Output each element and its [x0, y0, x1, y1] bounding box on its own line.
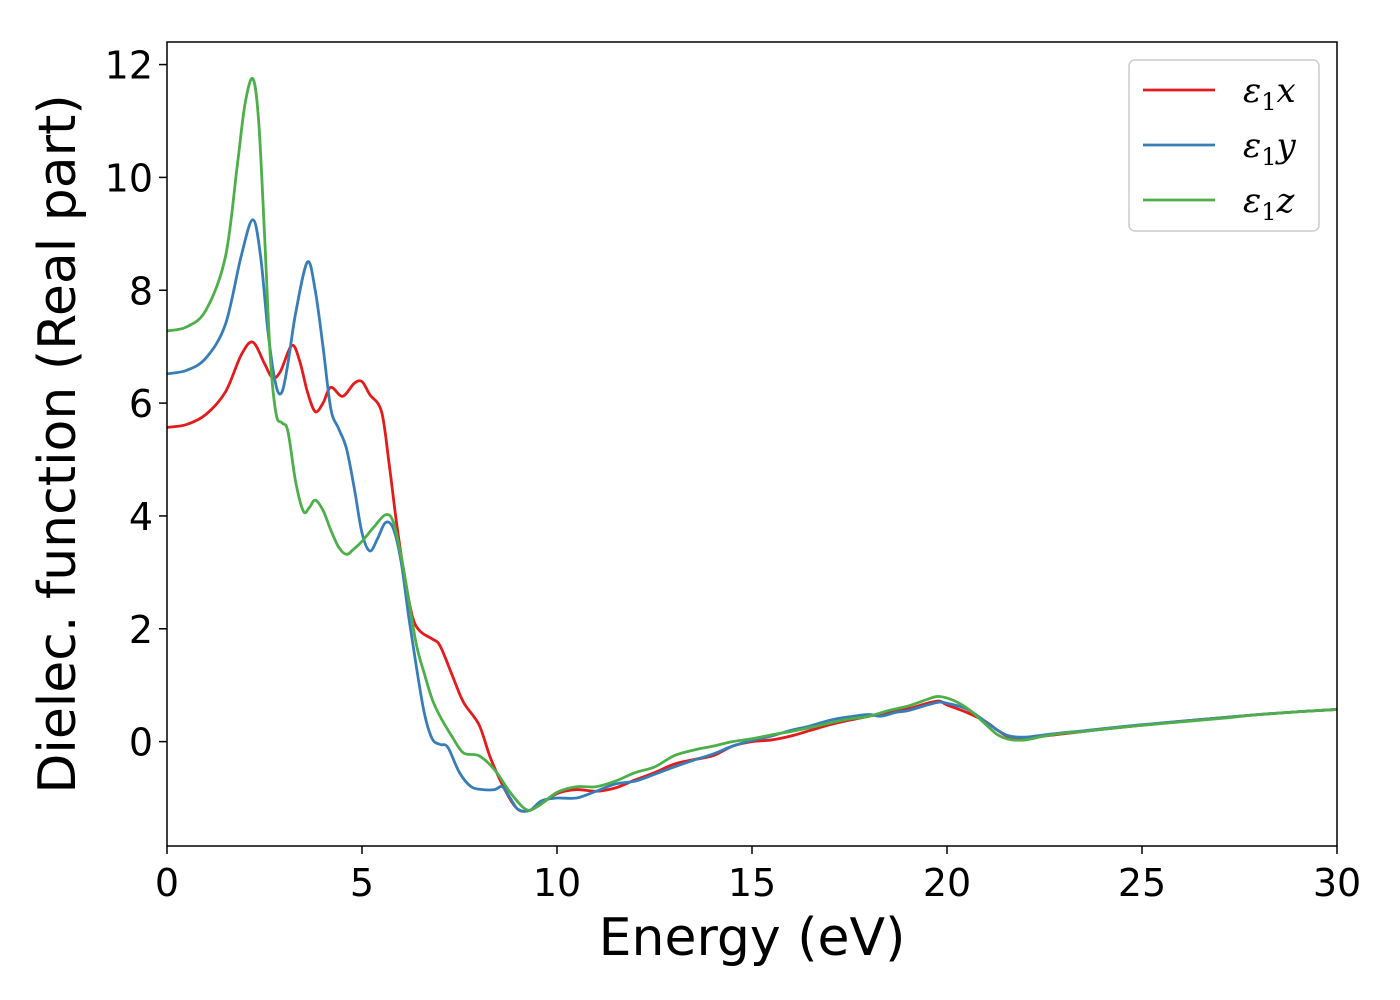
y-tick-label: 2	[129, 608, 153, 652]
y-tick-label: 6	[129, 382, 153, 426]
legend-label-z: ε1z	[1243, 181, 1296, 226]
y-tick-label: 10	[105, 156, 153, 200]
x-tick-label: 0	[155, 861, 179, 905]
plot-lines	[167, 76, 1337, 813]
y-tick-label: 8	[129, 269, 153, 313]
y-axis-title: Dielec. function (Real part)	[28, 94, 88, 793]
x-tick-label: 30	[1313, 861, 1361, 905]
y-tick-label: 4	[129, 495, 153, 539]
y-tick-label: 0	[129, 721, 153, 765]
x-tick-label: 10	[533, 861, 581, 905]
legend-label-y: ε1y	[1243, 126, 1297, 171]
legend: ε1x ε1y ε1z	[1128, 59, 1320, 232]
legend-label-x: ε1x	[1243, 71, 1296, 116]
x-tick-label: 20	[923, 861, 971, 905]
x-tick-label: 25	[1118, 861, 1166, 905]
x-tick-label: 5	[350, 861, 374, 905]
y-axis: 0 2 4 6 8 10 12	[105, 44, 167, 765]
x-tick-label: 15	[728, 861, 776, 905]
series-line-z	[167, 76, 1337, 812]
x-axis: 0 5 10 15 20 25 30	[155, 846, 1361, 905]
legend-box	[1128, 59, 1320, 232]
x-axis-title: Energy (eV)	[599, 908, 906, 968]
y-tick-label: 12	[105, 44, 153, 88]
